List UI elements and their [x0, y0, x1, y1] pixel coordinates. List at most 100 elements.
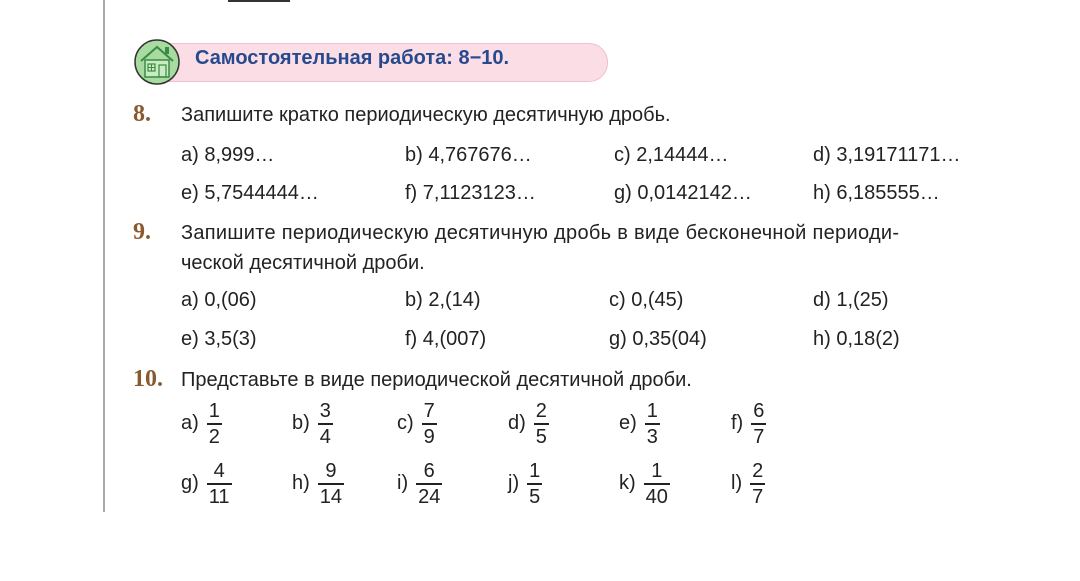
fraction-bar [416, 483, 443, 485]
page-margin-line [103, 0, 105, 512]
fraction: 4 11 [206, 459, 232, 509]
denominator: 4 [319, 425, 331, 448]
exercise-item: a) 8,999… [181, 144, 275, 166]
task-text: Запишите кратко периодическую десятичную… [181, 104, 671, 126]
fraction-bar [644, 423, 660, 425]
denominator: 14 [319, 485, 343, 508]
exercise-item: b) 2,(14) [405, 289, 481, 311]
fraction: 1 40 [643, 459, 670, 509]
fraction-bar [317, 483, 345, 485]
fraction-item: d) 2 5 [508, 399, 549, 449]
numerator: 6 [753, 400, 765, 422]
fraction-item: f) 6 7 [731, 399, 767, 449]
fraction-item: b) 3 4 [292, 399, 333, 449]
item-label: g) [181, 472, 199, 495]
exercise-item: d) 1,(25) [813, 289, 889, 311]
task-number: 10. [133, 366, 163, 392]
fraction-item: g) 4 11 [181, 459, 232, 509]
exercise-item: c) 2,14444… [614, 144, 729, 166]
numerator: 1 [646, 400, 658, 422]
fraction-bar [533, 423, 549, 425]
denominator: 7 [752, 485, 764, 508]
house-icon [134, 39, 180, 85]
top-rule [228, 0, 290, 2]
fraction-bar [206, 483, 232, 485]
numerator: 1 [208, 400, 220, 422]
denominator: 5 [529, 485, 541, 508]
exercise-item: e) 3,5(3) [181, 328, 257, 350]
numerator: 2 [535, 400, 547, 422]
exercise-item: f) 4,(007) [405, 328, 487, 350]
item-label: f) [731, 412, 744, 435]
exercise-item: h) 6,185555… [813, 182, 940, 204]
task-text-line1: Запишите периодическую десятичную дробь … [181, 222, 900, 244]
exercise-item: h) 0,18(2) [813, 328, 900, 350]
item-label: d) [508, 412, 526, 435]
task-text-line2: ческой десятичной дроби. [181, 252, 425, 274]
exercise-item: b) 4,767676… [405, 144, 532, 166]
item-label: h) [292, 472, 310, 495]
numerator: 1 [529, 460, 541, 482]
item-label: j) [508, 472, 520, 495]
denominator: 5 [535, 425, 547, 448]
numerator: 7 [423, 400, 435, 422]
denominator: 9 [423, 425, 435, 448]
section-banner [140, 43, 608, 82]
task-number: 8. [133, 101, 151, 127]
fraction-bar [421, 423, 437, 425]
fraction: 6 24 [416, 459, 443, 509]
fraction-bar [317, 423, 333, 425]
fraction-item: c) 7 9 [397, 399, 437, 449]
item-label: i) [397, 472, 409, 495]
section-title: Самостоятельная работа: 8−10. [195, 47, 510, 69]
fraction-item: j) 1 5 [508, 459, 543, 509]
fraction-item: a) 1 2 [181, 399, 222, 449]
task-text: Представьте в виде периодической десятич… [181, 369, 692, 391]
exercise-item: f) 7,1123123… [405, 182, 536, 204]
fraction-item: e) 1 3 [619, 399, 660, 449]
item-label: b) [292, 412, 310, 435]
exercise-item: g) 0,0142142… [614, 182, 752, 204]
numerator: 4 [213, 460, 225, 482]
exercise-item: a) 0,(06) [181, 289, 257, 311]
item-label: k) [619, 472, 636, 495]
denominator: 11 [208, 485, 230, 508]
fraction-item: h) 9 14 [292, 459, 345, 509]
denominator: 40 [645, 485, 668, 508]
fraction-bar [643, 483, 670, 485]
denominator: 24 [418, 485, 441, 508]
item-label: l) [731, 472, 743, 495]
fraction-bar [750, 483, 766, 485]
denominator: 2 [208, 425, 220, 448]
exercise-item: e) 5,7544444… [181, 182, 319, 204]
numerator: 3 [319, 400, 331, 422]
numerator: 1 [651, 460, 663, 482]
denominator: 7 [753, 425, 765, 448]
fraction-bar [527, 483, 543, 485]
task-number: 9. [133, 219, 151, 245]
item-label: a) [181, 412, 199, 435]
fraction-item: k) 1 40 [619, 459, 670, 509]
numerator: 6 [423, 460, 435, 482]
numerator: 9 [325, 460, 337, 482]
item-label: c) [397, 412, 414, 435]
exercise-item: c) 0,(45) [609, 289, 684, 311]
fraction-bar [751, 423, 767, 425]
fraction-item: i) 6 24 [397, 459, 443, 509]
denominator: 3 [646, 425, 658, 448]
exercise-item: g) 0,35(04) [609, 328, 707, 350]
exercise-item: d) 3,19171171… [813, 144, 961, 166]
fraction-item: l) 2 7 [731, 459, 766, 509]
item-label: e) [619, 412, 637, 435]
fraction-bar [206, 423, 222, 425]
fraction: 9 14 [317, 459, 345, 509]
numerator: 2 [752, 460, 764, 482]
